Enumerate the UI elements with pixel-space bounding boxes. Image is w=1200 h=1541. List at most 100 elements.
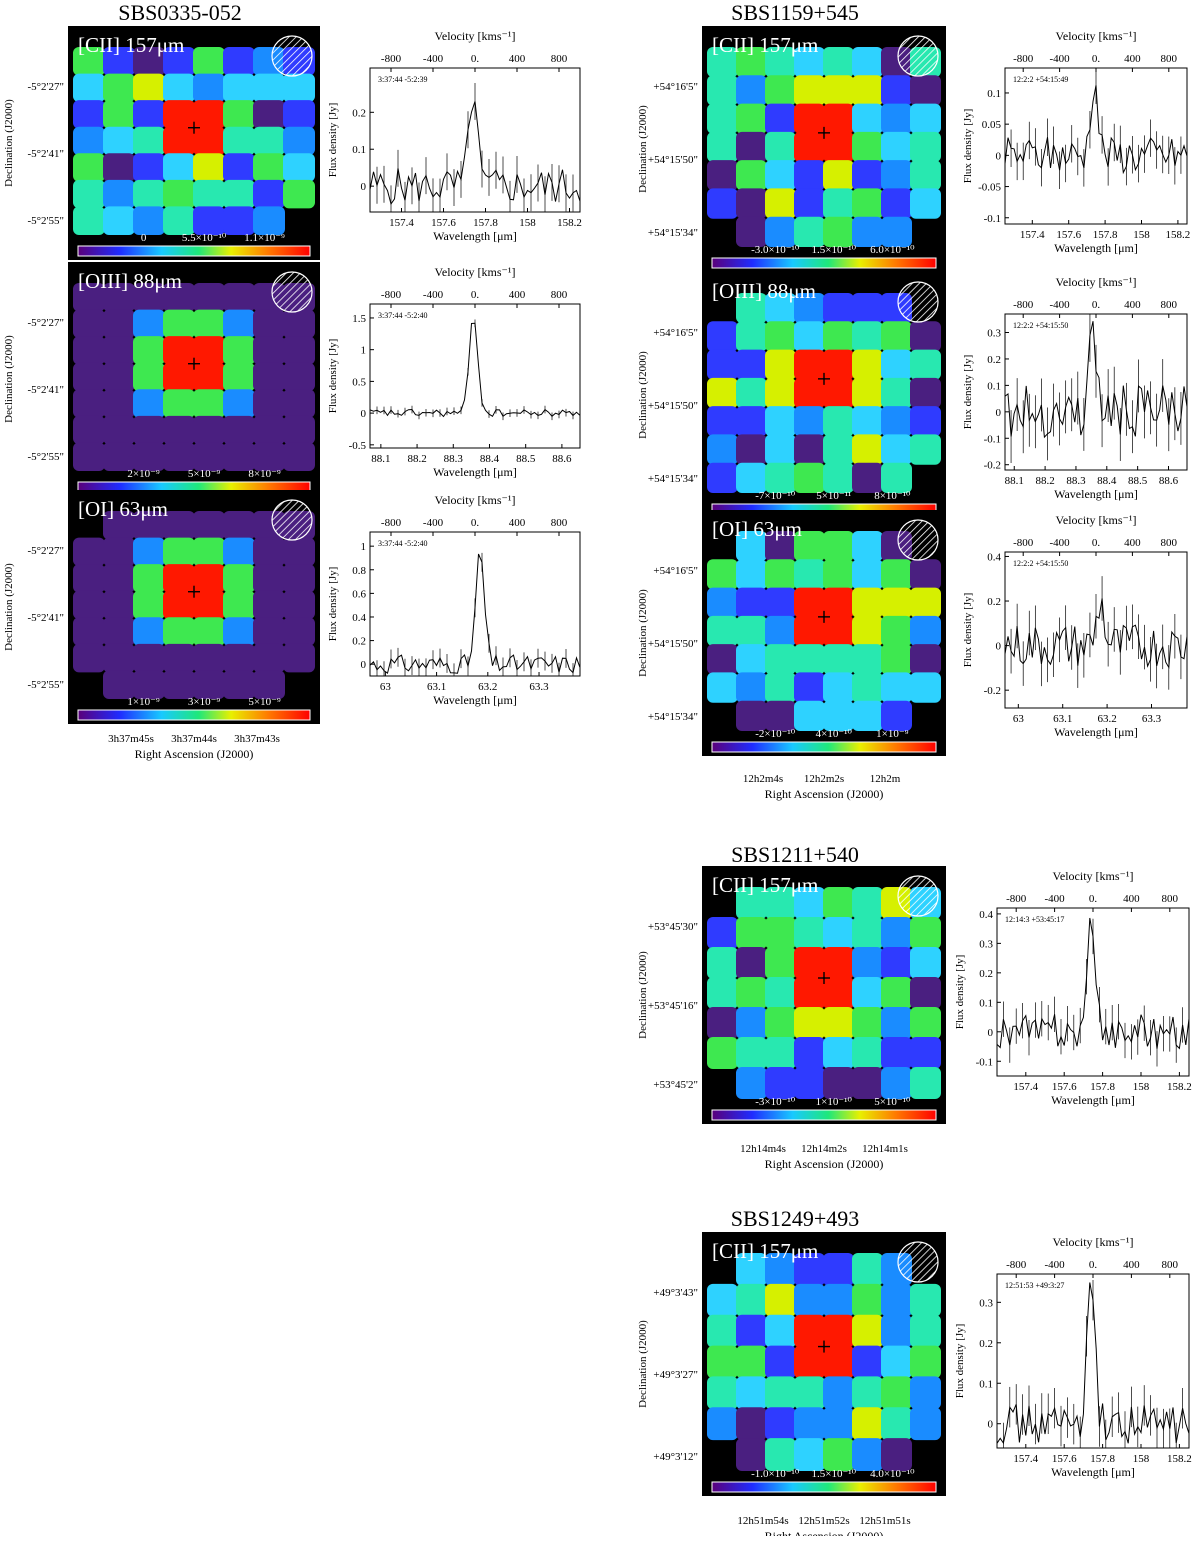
dec-tick: +49°3'27" bbox=[653, 1369, 698, 1381]
beam-icon bbox=[897, 875, 939, 917]
map-pixel bbox=[881, 406, 912, 437]
map-pixel bbox=[133, 442, 165, 471]
beam-icon bbox=[271, 35, 313, 77]
map-pixel bbox=[736, 434, 767, 465]
map-pixel bbox=[193, 670, 225, 699]
wavelength-tick: 88.1 bbox=[371, 453, 390, 465]
ra-axis-label: Right Ascension (J2000) bbox=[765, 1157, 884, 1171]
map-pixel bbox=[163, 100, 195, 129]
velocity-tick: 800 bbox=[1161, 537, 1178, 549]
map-pixel bbox=[736, 587, 767, 618]
map-pixel bbox=[736, 188, 767, 219]
colorbar bbox=[711, 741, 937, 753]
velocity-axis-label: Velocity [kms⁻¹] bbox=[1053, 1235, 1134, 1249]
map-pixel bbox=[765, 1067, 796, 1099]
map-pixel bbox=[823, 75, 854, 106]
colorbar-tick: 5.5×10⁻¹⁰ bbox=[182, 232, 227, 244]
velocity-axis-label: Velocity [kms⁻¹] bbox=[1056, 513, 1137, 527]
map-pixel bbox=[283, 590, 315, 620]
map-pixel bbox=[736, 406, 767, 437]
map-pixel bbox=[133, 389, 165, 418]
flux-tick: 0.4 bbox=[987, 551, 1001, 563]
velocity-tick: 400 bbox=[509, 53, 526, 65]
dec-tick: -5°2'55" bbox=[27, 451, 64, 463]
map-pixel bbox=[910, 434, 941, 465]
map-pixel bbox=[133, 590, 165, 620]
colorbar-tick: 8×10⁻¹⁰ bbox=[874, 490, 911, 502]
map-pixel bbox=[881, 700, 912, 731]
flux-tick: 0 bbox=[988, 1419, 994, 1431]
map-pixel bbox=[736, 462, 767, 493]
map-pixel bbox=[253, 537, 285, 567]
map-pixel bbox=[73, 100, 105, 129]
map-pixel bbox=[223, 73, 255, 103]
coord-label: 3:37:44 -5:2:40 bbox=[378, 539, 428, 548]
map-pixel bbox=[707, 1407, 738, 1441]
map-pixel bbox=[253, 309, 285, 339]
map-pixel bbox=[103, 415, 135, 445]
map-pixel bbox=[736, 917, 767, 949]
dec-tick: -5°2'27" bbox=[27, 81, 64, 93]
map-pixel bbox=[794, 1438, 825, 1471]
map-pixel bbox=[133, 617, 165, 646]
colorbar-tick: 1×10⁻¹⁰ bbox=[816, 1096, 853, 1108]
map-pixel bbox=[852, 587, 883, 618]
map-panel: [OI] 63μm -2×10⁻¹⁰ 4×10⁻¹⁰ 1×10⁻⁹ +54°16'5" +… bbox=[637, 510, 946, 756]
spectrum-line bbox=[370, 322, 580, 418]
dec-tick: +54°15'50" bbox=[648, 154, 698, 166]
velocity-tick: 800 bbox=[551, 53, 568, 65]
dec-tick: +49°3'43" bbox=[653, 1287, 698, 1299]
map-pixel bbox=[223, 590, 255, 620]
map-pixel bbox=[910, 321, 941, 352]
map-pixel bbox=[163, 643, 195, 673]
spectrum-panel: Velocity [kms⁻¹] -800 -400 0. 400 800 88.1 88.2… bbox=[962, 275, 1188, 501]
map-pixel bbox=[253, 73, 285, 103]
line-label: [CII] 157μm bbox=[712, 33, 818, 57]
map-pixel bbox=[881, 462, 912, 493]
flux-tick: 0.1 bbox=[979, 1378, 993, 1390]
colorbar-tick: 4×10⁻¹⁰ bbox=[816, 728, 853, 740]
velocity-tick: 400 bbox=[509, 517, 526, 529]
velocity-tick: -400 bbox=[423, 53, 444, 65]
line-label: [OIII] 88μm bbox=[78, 269, 182, 293]
velocity-tick: -400 bbox=[1045, 1259, 1066, 1271]
map-pixel bbox=[223, 362, 255, 392]
map-pixel bbox=[794, 1007, 825, 1039]
map-pixel bbox=[736, 47, 767, 78]
map-pixel bbox=[765, 587, 796, 618]
map-pixel bbox=[193, 100, 225, 129]
wavelength-axis-label: Wavelength [μm] bbox=[433, 229, 517, 243]
map-pixel bbox=[881, 1007, 912, 1039]
wavelength-tick: 157.8 bbox=[1090, 1081, 1115, 1093]
map-pixel bbox=[852, 917, 883, 949]
map-pixel bbox=[73, 283, 105, 312]
wavelength-axis-label: Wavelength [μm] bbox=[1051, 1465, 1135, 1479]
map-pixel bbox=[103, 442, 135, 471]
map-pixel bbox=[103, 336, 135, 365]
flux-tick: 0.4 bbox=[352, 612, 366, 624]
wavelength-tick: 157.8 bbox=[1090, 1453, 1115, 1465]
map-panel: [CII] 157μm 0 5.5×10⁻¹⁰ 1.1×10⁻⁹ -5°2'27" -5°… bbox=[3, 26, 320, 260]
map-pixel bbox=[707, 131, 738, 163]
line-label: [CII] 157μm bbox=[78, 33, 184, 57]
flux-tick: 0.3 bbox=[987, 328, 1001, 340]
velocity-tick: -800 bbox=[381, 517, 402, 529]
line-label: [OI] 63μm bbox=[78, 497, 168, 521]
beam-icon bbox=[897, 281, 939, 323]
map-pixel bbox=[133, 670, 165, 699]
map-pixel bbox=[73, 537, 105, 567]
map-pixel bbox=[910, 103, 941, 134]
map-pixel bbox=[253, 100, 285, 129]
map-panel: [OIII] 88μm 2×10⁻⁹ 5×10⁻⁹ 8×10⁻⁹ -5°2'27" -5°… bbox=[3, 262, 320, 496]
flux-tick: 0 bbox=[996, 407, 1002, 419]
map-pixel bbox=[193, 590, 225, 620]
map-pixel bbox=[765, 216, 796, 247]
map-pixel bbox=[193, 73, 225, 103]
map-pixel bbox=[823, 1037, 854, 1069]
dec-tick: +54°15'34" bbox=[648, 473, 698, 485]
map-pixel bbox=[881, 321, 912, 352]
ra-tick: 12h2m2s bbox=[804, 773, 844, 785]
map-pixel bbox=[765, 1007, 796, 1039]
map-pixel bbox=[736, 531, 767, 562]
